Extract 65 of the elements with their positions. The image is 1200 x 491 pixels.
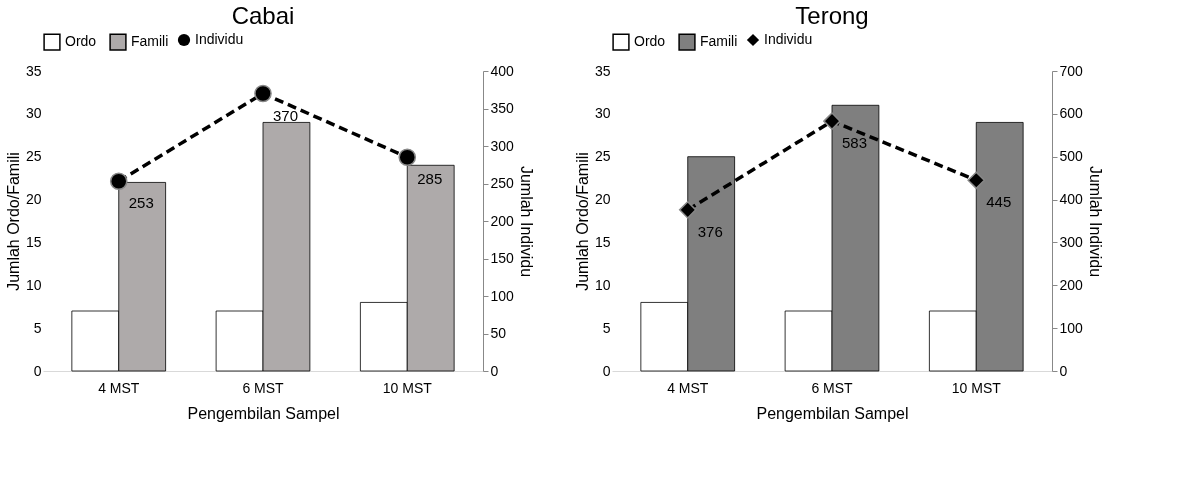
y-tick-label: 15: [25, 233, 42, 250]
x-axis-title: Pengembilan Sampel: [187, 404, 340, 422]
x-tick-label: 6 MST: [811, 379, 854, 396]
y-tick-label: 30: [25, 105, 42, 122]
y2-tick-label: 250: [490, 175, 515, 191]
y-axis-title: Jumlah Ordo/Famili: [4, 152, 22, 291]
y-tick-label: 35: [25, 62, 42, 79]
y-tick-label: 30: [594, 105, 611, 122]
data-label: 253: [128, 194, 154, 212]
y2-tick-label: 100: [490, 287, 515, 304]
y-tick-label: 5: [602, 319, 611, 336]
y2-axis-title: Jumlah Individu: [1086, 165, 1104, 278]
point: [967, 171, 986, 190]
chart-title: Cabai: [231, 2, 295, 29]
y2-tick-label: 150: [490, 250, 515, 266]
x-tick-label: 10 MST: [951, 379, 1002, 396]
y-tick-label: 25: [25, 148, 42, 165]
y-tick-label: 15: [594, 233, 611, 250]
y2-tick-label: 500: [1059, 148, 1084, 165]
y-tick-label: 25: [594, 148, 611, 165]
y2-tick-label: 0: [1059, 362, 1068, 379]
point: [823, 112, 841, 130]
chart-title: Terong: [795, 2, 869, 29]
y2-tick-label: 200: [490, 212, 515, 229]
x-axis-title: Pengembilan Sampel: [756, 404, 909, 422]
point: [398, 148, 417, 167]
point: [678, 201, 697, 219]
data-label: 583: [842, 134, 868, 152]
y-tick-label: 10: [594, 276, 611, 293]
data-label: 285: [417, 170, 443, 188]
x-tick-label: 4 MST: [667, 379, 709, 396]
x-tick-label: 10 MST: [382, 379, 433, 396]
y2-tick-label: 0: [490, 362, 499, 379]
legend-label: Individu: [195, 31, 244, 47]
y2-tick-label: 300: [490, 137, 515, 154]
y-tick-label: 10: [25, 276, 42, 293]
y2-tick-label: 200: [1059, 276, 1084, 293]
point: [109, 172, 128, 191]
y-axis-title: Jumlah Ordo/Famili: [573, 152, 591, 291]
legend-label: Ordo: [65, 33, 97, 50]
y2-tick-label: 400: [1059, 191, 1084, 208]
y-tick-label: 0: [602, 362, 611, 379]
x-tick-label: 4 MST: [98, 379, 140, 396]
y-tick-label: 5: [33, 319, 42, 336]
legend-label: Famili: [131, 33, 169, 50]
legend-label: Famili: [700, 33, 738, 50]
legend-label: Ordo: [634, 33, 666, 50]
x-tick-label: 6 MST: [242, 379, 285, 396]
data-label: 370: [273, 106, 299, 124]
y2-tick-label: 600: [1059, 105, 1084, 122]
y-tick-label: 0: [33, 362, 42, 379]
point: [254, 84, 272, 103]
y2-tick-label: 400: [490, 62, 515, 79]
legend-label: Individu: [764, 31, 813, 47]
data-label: 445: [986, 193, 1012, 211]
y2-tick-label: 100: [1059, 319, 1084, 336]
y2-tick-label: 700: [1059, 62, 1084, 79]
y-tick-label: 20: [594, 191, 611, 208]
y2-tick-label: 300: [1059, 233, 1084, 250]
y2-tick-label: 350: [490, 100, 515, 116]
y-tick-label: 35: [594, 62, 611, 79]
y2-axis-title: Jumlah Individu: [517, 165, 535, 278]
y2-tick-label: 50: [490, 325, 507, 341]
y-tick-label: 20: [25, 191, 42, 208]
data-label: 376: [697, 222, 723, 240]
